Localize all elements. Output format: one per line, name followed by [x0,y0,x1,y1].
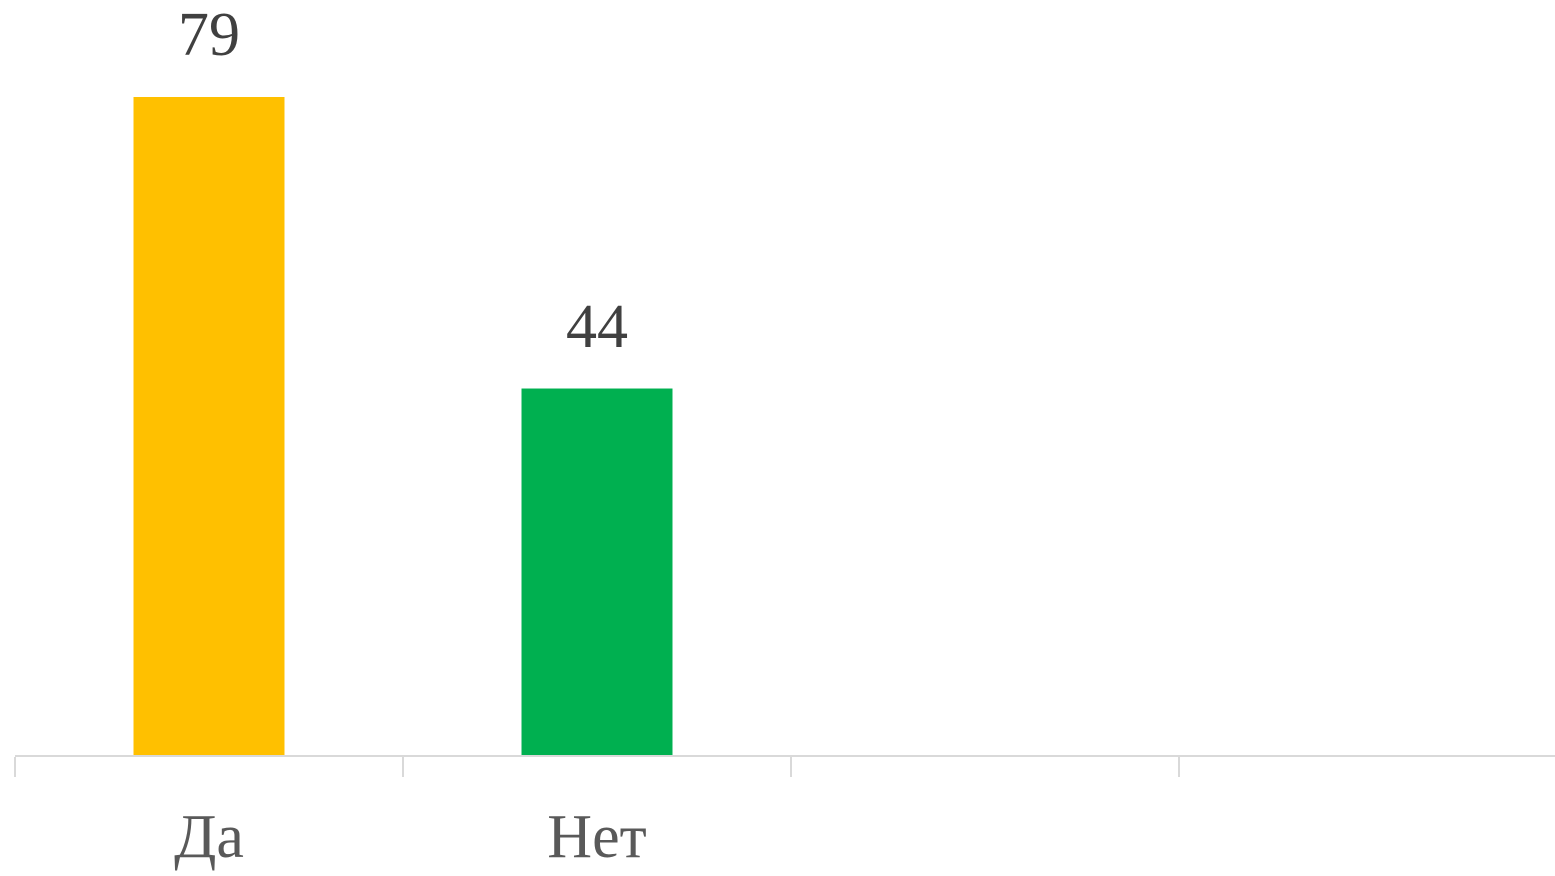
data-label: 79 [178,1,240,69]
data-label: 44 [566,293,628,361]
bar [133,97,285,755]
x-tick-label: Нет [547,803,646,871]
x-tick-label: Да [174,803,244,871]
bar [521,388,673,755]
